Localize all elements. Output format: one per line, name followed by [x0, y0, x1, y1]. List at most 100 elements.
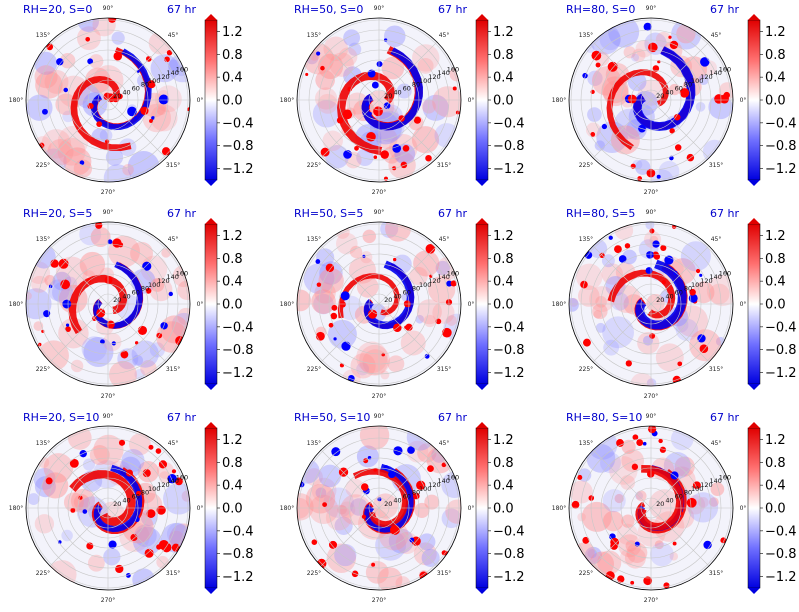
strong-positive-cell: [135, 490, 142, 496]
angle-tick-label: 315°: [437, 570, 451, 577]
strong-negative-cell: [646, 251, 654, 259]
strong-negative-cell: [365, 102, 370, 107]
strong-positive-cell: [134, 341, 139, 345]
radial-tick-label: 40: [665, 496, 673, 504]
negative-patch: [586, 443, 616, 473]
radial-tick-label: 100: [148, 485, 160, 493]
strong-positive-cell: [686, 497, 697, 508]
negative-patch: [569, 298, 579, 312]
polar-frame: [568, 17, 734, 183]
strong-positive-cell: [328, 322, 334, 328]
negative-patch: [27, 493, 40, 506]
colorbar-extend-bottom: [748, 180, 760, 186]
radial-tick-label: 40: [393, 292, 401, 300]
angle-tick-label: 270°: [101, 393, 115, 400]
radial-tick-label: 40: [665, 292, 673, 300]
angular-gridline: [320, 303, 380, 363]
negative-patch: [602, 489, 626, 513]
colorbar-tick-label: −1.2: [493, 162, 525, 177]
colorbar-tick-label: 0.8: [493, 252, 514, 267]
strong-positive-cell: [363, 458, 369, 464]
positive-patch: [177, 307, 190, 325]
negative-patch: [77, 18, 100, 32]
angle-tick-label: 0°: [197, 301, 204, 308]
radial-tick-label: 120: [428, 277, 440, 285]
radial-tick-label: 80: [141, 81, 149, 89]
radial-tick-label: 40: [393, 88, 401, 96]
colorbar-tick-label: −0.4: [493, 116, 525, 131]
negative-patch: [334, 516, 353, 535]
negative-patch: [34, 51, 58, 75]
positive-patch: [400, 330, 426, 356]
strong-positive-cell: [161, 147, 171, 156]
negative-patch: [587, 107, 602, 122]
angular-gridline: [650, 303, 710, 363]
positive-patch: [445, 499, 461, 524]
positive-patch: [317, 93, 338, 114]
colorbar-tick-label: −1.2: [222, 570, 254, 585]
strong-positive-cell: [669, 128, 675, 134]
positive-patch: [446, 315, 457, 326]
strong-positive-cell: [320, 147, 330, 157]
positive-patch: [655, 31, 672, 48]
colorbar-tick-label: −0.8: [765, 139, 797, 154]
colorbar-tick-label: 1.2: [493, 25, 514, 40]
colorbar-tick-label: 0.4: [765, 71, 786, 86]
angle-tick-label: 270°: [372, 189, 386, 196]
positive-patch: [635, 40, 653, 58]
positive-patch: [630, 372, 654, 386]
positive-patch: [44, 69, 69, 94]
strong-positive-cell: [607, 61, 618, 72]
panel-title: RH=20, S=0: [23, 3, 93, 16]
angular-gridline: [107, 41, 167, 101]
colorbar-tick-label: −1.2: [222, 162, 254, 177]
angle-tick-label: 270°: [372, 393, 386, 400]
angle-tick-label: 270°: [644, 189, 658, 196]
angle-tick-label: 45°: [168, 236, 179, 243]
strong-positive-cell: [413, 116, 421, 124]
colorbar-extend-top: [476, 218, 488, 224]
colorbar-tick-label: 0.0: [493, 502, 514, 517]
radial-tick-label: 120: [157, 277, 169, 285]
positive-patch: [323, 36, 349, 62]
angle-tick-label: 0°: [740, 301, 747, 308]
angle-tick-label: 90°: [103, 209, 114, 216]
strong-positive-cell: [85, 36, 91, 42]
positive-patch: [387, 355, 405, 373]
angle-tick-label: 315°: [437, 162, 451, 169]
colorbar-tick-label: 0.0: [222, 298, 243, 313]
positive-patch: [93, 434, 124, 465]
strong-positive-cell: [322, 502, 328, 507]
colorbar: [204, 427, 218, 589]
strong-positive-cell: [380, 150, 389, 159]
strong-positive-cell: [668, 35, 672, 39]
strong-positive-cell: [425, 154, 432, 162]
radial-tick-label: 60: [675, 493, 683, 501]
negative-patch: [103, 164, 132, 182]
positive-patch: [635, 490, 647, 502]
angle-tick-label: 135°: [36, 32, 50, 39]
angular-gridline: [378, 449, 438, 509]
angular-gridline: [592, 507, 652, 567]
angle-tick-label: 90°: [374, 5, 385, 12]
radial-tick-label: 20: [113, 92, 121, 100]
angular-gridline: [650, 99, 710, 159]
colorbar: [747, 19, 761, 181]
negative-patch: [327, 319, 357, 349]
angle-tick-label: 315°: [709, 570, 723, 577]
strong-negative-cell: [601, 123, 608, 130]
colorbar-extend-top: [476, 14, 488, 20]
radial-tick-label: 80: [412, 285, 420, 293]
negative-patch: [670, 427, 694, 451]
radial-tick-label: 120: [428, 73, 440, 81]
strong-negative-cell: [82, 509, 88, 514]
angle-tick-label: 180°: [280, 97, 294, 104]
positive-patch: [601, 263, 623, 285]
positive-patch: [314, 87, 338, 110]
negative-patch: [105, 148, 124, 166]
angle-tick-label: 90°: [646, 209, 657, 216]
positive-patch: [621, 449, 645, 472]
radial-tick-label: 60: [403, 289, 411, 297]
angle-tick-label: 315°: [709, 366, 723, 373]
strong-positive-cell: [360, 483, 369, 491]
